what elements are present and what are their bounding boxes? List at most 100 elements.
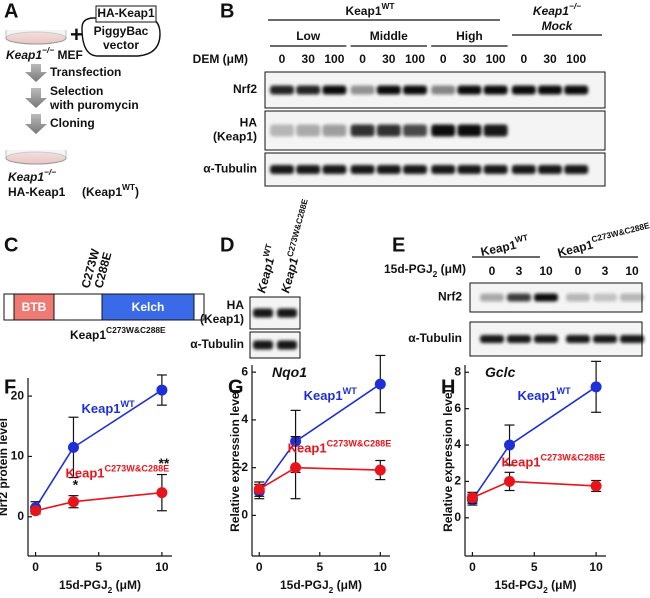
mock-header: Keap1−/− [533, 1, 581, 18]
data-point [504, 475, 516, 487]
x-tick-label: 5 [531, 560, 538, 574]
dose-label: 100 [324, 52, 344, 66]
row-label: HA [227, 298, 245, 312]
dose-label: 0 [440, 52, 447, 66]
text-part: Keap1 [533, 4, 569, 18]
step-label: Selection [50, 84, 103, 98]
blot-band [564, 85, 589, 95]
blot-band [507, 335, 531, 343]
blot-band [270, 124, 294, 137]
x-axis-label: 15d-PGJ2 (μM) [494, 578, 576, 595]
blot-band [483, 165, 508, 174]
blot-band [593, 335, 617, 343]
x-tick-label: 10 [374, 560, 388, 574]
blot-band [457, 165, 482, 174]
text-part: 2 [329, 585, 334, 595]
blot-band [296, 124, 321, 137]
text-part: Keap1 [254, 256, 277, 295]
panel-label: D [220, 234, 234, 256]
lane-label: Keap1C273W&C288E [276, 197, 317, 294]
panel-label: H [441, 376, 455, 398]
x-tick-label: 10 [589, 560, 603, 574]
series-line [35, 491, 162, 512]
blot-band [566, 335, 590, 343]
dose-label: 100 [405, 52, 425, 66]
x-tick-label: 0 [32, 560, 39, 574]
row-label: Nrf2 [233, 82, 257, 96]
step-arrow [25, 114, 47, 134]
y-tick-label: 20 [11, 388, 25, 402]
step-label: Transfection [50, 65, 121, 79]
blot-band [296, 85, 321, 95]
step-arrow [25, 88, 47, 108]
blot-band [350, 124, 375, 137]
text-part: Keap1 [8, 170, 44, 184]
legend-label: Keap1WT [304, 386, 358, 403]
x-axis-label: 15d-PGJ2 (μM) [280, 578, 362, 595]
legend-label: Keap1WT [81, 399, 135, 416]
data-point [67, 441, 79, 453]
series-line [258, 466, 381, 490]
data-point [374, 378, 386, 390]
text-part: Keap1 [65, 466, 104, 481]
dose-label: 3 [602, 264, 609, 278]
result-label: Keap1−/− [8, 167, 56, 184]
blot-band [431, 124, 456, 137]
panel-a-art [5, 5, 161, 165]
text-part: WT [122, 182, 136, 192]
text-part: −/− [569, 1, 581, 11]
blot-band [507, 293, 531, 302]
blot-band [538, 85, 562, 95]
kelch-domain [101, 293, 195, 321]
group-header: Keap1WT [479, 232, 531, 259]
blot-band [457, 85, 482, 95]
domain-label: BTB [22, 300, 47, 314]
dose-label: 10 [625, 264, 639, 278]
data-point [156, 487, 168, 499]
y-tick-label: 0 [454, 510, 461, 524]
blot-band [431, 85, 456, 95]
legend-label: Keap1WT [518, 386, 572, 403]
step-label: with puromycin [49, 98, 139, 112]
domain-diagram [3, 293, 205, 321]
text-part: WT [382, 1, 396, 11]
blot-band [296, 165, 321, 174]
text-part: Keap1 [6, 48, 42, 62]
blot-band [270, 85, 294, 95]
data-point [466, 492, 478, 504]
text-part: WT [261, 242, 274, 258]
dose-label: 30 [302, 52, 316, 66]
data-point [67, 496, 79, 508]
dose-label: 0 [520, 52, 527, 66]
x-axis-label: 15d-PGJ2 (μM) [59, 578, 141, 595]
text-part: (μM) [548, 578, 577, 592]
text-part: HA-Keap1 [8, 185, 66, 199]
dose-label: 30 [463, 52, 477, 66]
blot-band [277, 308, 297, 318]
row-label: α-Tubulin [203, 162, 257, 176]
step-label: Cloning [50, 116, 95, 130]
text-part: C273W&C288E [285, 197, 310, 258]
text-part: MEF [54, 48, 83, 62]
x-tick-label: 10 [155, 560, 169, 574]
text-part: Keap1 [81, 401, 120, 416]
vector-label: PiggyBac [94, 24, 149, 38]
btb-domain [13, 293, 55, 321]
blot-band [566, 293, 590, 302]
dose-label: 0 [279, 52, 286, 66]
blot-band [277, 340, 297, 350]
x-tick-label: 0 [469, 560, 476, 574]
x-tick-label: 5 [95, 560, 102, 574]
insert-box [95, 5, 157, 23]
x-tick-label: 5 [316, 560, 323, 574]
text-part: (μM) [333, 578, 362, 592]
text-part: Keap1 [70, 328, 106, 342]
text-part: Mock [542, 19, 574, 33]
text-part: 2 [433, 269, 438, 279]
text-part: 2 [108, 585, 113, 595]
series-line [472, 480, 597, 499]
blot-band [322, 85, 347, 95]
row-label: (Keap1) [200, 312, 244, 326]
blot-band [403, 85, 427, 95]
